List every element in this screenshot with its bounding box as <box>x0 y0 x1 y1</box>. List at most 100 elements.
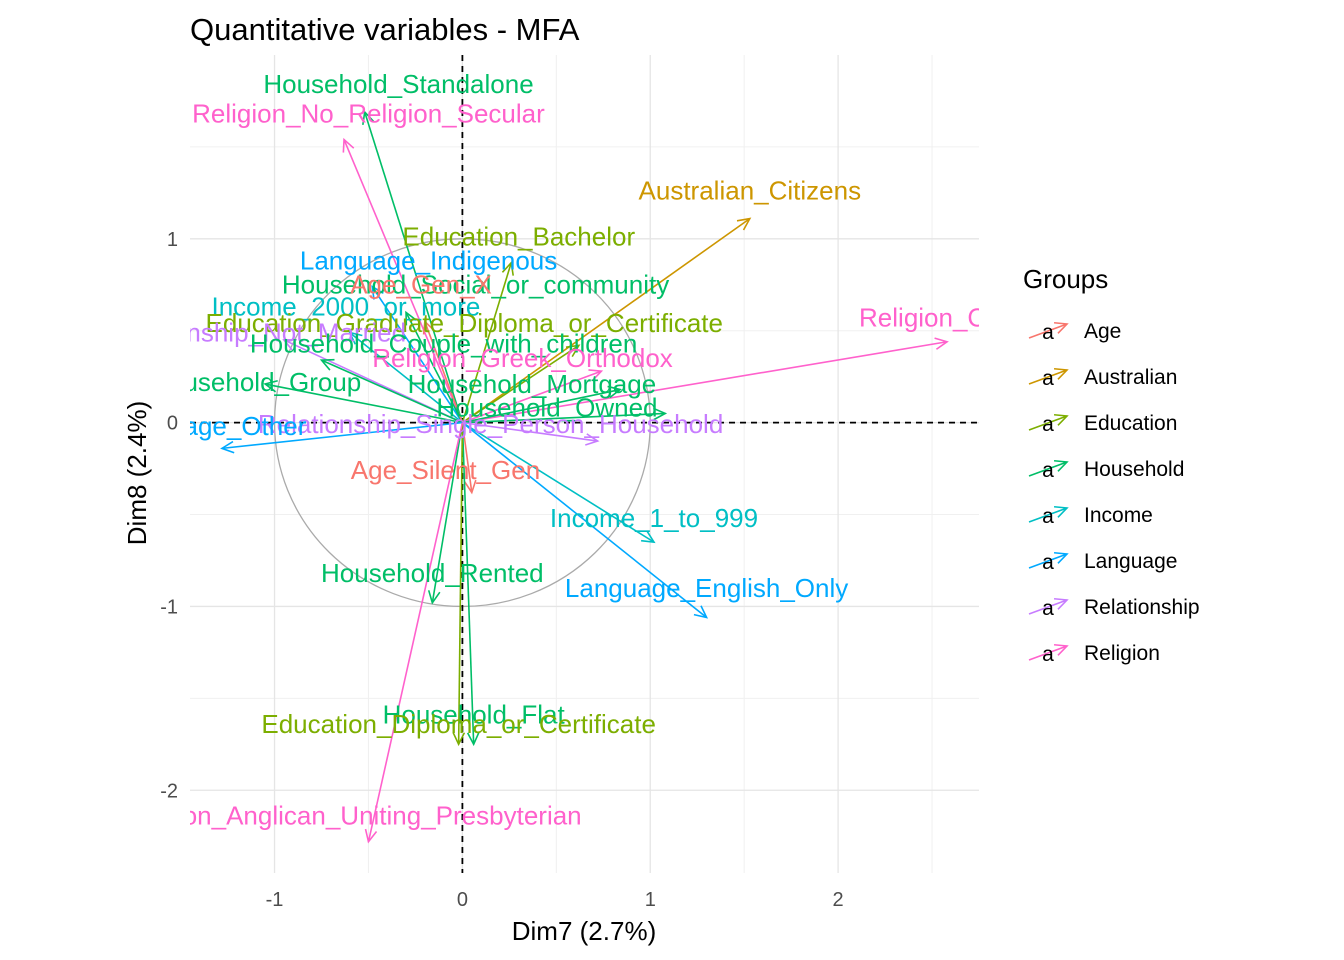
legend-label: Language <box>1084 550 1177 573</box>
arrow-shaft <box>461 217 751 424</box>
arrow-shaft <box>343 139 464 423</box>
legend-key-letter: a <box>1042 551 1054 574</box>
variable-arrow <box>461 422 480 747</box>
variable-label: Education_Graduate_Diploma_or_Certificat… <box>206 308 723 338</box>
arrow-head <box>607 385 622 399</box>
arrow-shaft <box>1028 415 1068 431</box>
legend-key-letter: a <box>1042 597 1054 620</box>
variable-label: Language_English_Only <box>565 573 848 603</box>
variable-label: Household_Couple_with_children <box>250 328 637 358</box>
variable-label: Relationship_Not_Married <box>105 317 406 347</box>
arrow-head <box>1053 413 1069 426</box>
variable-arrow <box>364 422 464 844</box>
variable-arrow <box>462 369 604 424</box>
arrow-head <box>1053 321 1069 334</box>
variable-label: Education_Bachelor <box>402 222 635 252</box>
arrow-shaft <box>1028 369 1068 385</box>
arrow-head <box>1053 643 1069 656</box>
arrow-head <box>282 338 297 351</box>
variable-arrow <box>348 331 463 424</box>
arrow-shaft <box>462 388 621 424</box>
legend-item: a Age <box>1028 320 1121 344</box>
arrow-shaft <box>1028 507 1068 523</box>
arrow-head <box>463 479 477 495</box>
y-tick-label: -2 <box>160 780 178 802</box>
arrow-shaft <box>221 421 463 450</box>
arrow-shaft <box>462 340 948 424</box>
variable-labels: Household_StandaloneReligion_No_Religion… <box>105 69 1061 831</box>
arrow-shaft <box>367 422 464 842</box>
variable-label: Age_Silent_Gen <box>351 455 540 485</box>
variable-arrow <box>263 379 463 424</box>
arrow-shaft <box>1028 461 1068 477</box>
arrow-shaft <box>363 111 464 423</box>
legend-item: a Religion <box>1028 642 1160 666</box>
legend-key-arrow <box>1028 643 1069 661</box>
x-tick-label: 2 <box>833 889 844 911</box>
variable-label: Household_Rented <box>321 558 544 588</box>
variable-arrow <box>405 310 464 424</box>
variable-arrow <box>461 344 581 424</box>
variable-label: Religion_Catholic <box>859 303 1061 333</box>
legend-key-arrow <box>1028 413 1069 431</box>
y-tick-label: 0 <box>167 413 178 435</box>
variable-arrow <box>427 422 464 605</box>
variable-label: Religion_No_Religion_Secular <box>192 99 545 129</box>
variable-label: Income_2000_or_more <box>211 292 480 322</box>
arrow-head <box>362 110 375 125</box>
arrow-shaft <box>405 311 464 424</box>
legend: Groups a Age a Australian a Education a Househo… <box>1023 264 1200 666</box>
legend-item: a Household <box>1028 458 1184 482</box>
legend-key-arrow <box>1028 459 1069 477</box>
variable-label: Household_Owned <box>436 393 657 423</box>
arrow-head <box>1053 505 1069 518</box>
variable-label: Household_Mortgage <box>408 369 657 399</box>
arrow-head <box>452 732 466 747</box>
grid-lines <box>190 55 979 873</box>
arrow-shaft <box>264 383 463 424</box>
arrow-shaft <box>1028 323 1068 339</box>
arrow-head <box>934 337 949 350</box>
arrow-head <box>342 137 355 153</box>
arrow-head <box>588 369 604 382</box>
variable-arrow <box>319 358 463 424</box>
variable-arrow <box>362 110 464 423</box>
legend-key-letter: a <box>1042 643 1054 666</box>
y-tick-label: -1 <box>160 596 178 618</box>
arrow-shaft <box>457 422 464 745</box>
variable-arrow <box>462 421 600 446</box>
arrow-head <box>371 285 384 300</box>
legend-label: Religion <box>1084 642 1160 665</box>
legend-label: Relationship <box>1084 596 1200 619</box>
x-tick-label: 0 <box>457 889 468 911</box>
legend-key-letter: a <box>1042 505 1054 528</box>
legend-label: Age <box>1084 320 1121 343</box>
legend-key-letter: a <box>1042 321 1054 344</box>
variable-arrow <box>342 137 464 423</box>
legend-label: Income <box>1084 504 1153 527</box>
legend-label: Household <box>1084 458 1184 481</box>
x-tick-label: -1 <box>266 889 284 911</box>
arrow-head <box>501 260 514 276</box>
arrow-shaft <box>462 421 598 442</box>
arrow-shaft <box>371 286 464 424</box>
variable-arrow <box>462 337 949 424</box>
arrow-head <box>263 379 278 393</box>
arrow-head <box>1053 551 1069 564</box>
arrow-head <box>1053 459 1069 472</box>
variable-label: Education_Diploma_or_Certificate <box>261 709 656 739</box>
arrow-shaft <box>431 422 464 603</box>
arrow-shaft <box>1028 553 1068 569</box>
arrow-head <box>466 732 480 747</box>
arrow-shaft <box>321 359 463 424</box>
arrow-head <box>427 590 441 605</box>
legend-key-arrow <box>1028 367 1069 385</box>
variable-label: Household_Social_or_community <box>282 269 669 299</box>
legend-key-arrow <box>1028 505 1069 523</box>
y-axis-title: Dim8 (2.4%) <box>122 401 152 545</box>
legend-title: Groups <box>1023 264 1108 294</box>
variable-arrow <box>461 422 709 619</box>
variable-label: Religion_Greek_Orthodox <box>372 343 673 373</box>
legend-key-letter: a <box>1042 459 1054 482</box>
